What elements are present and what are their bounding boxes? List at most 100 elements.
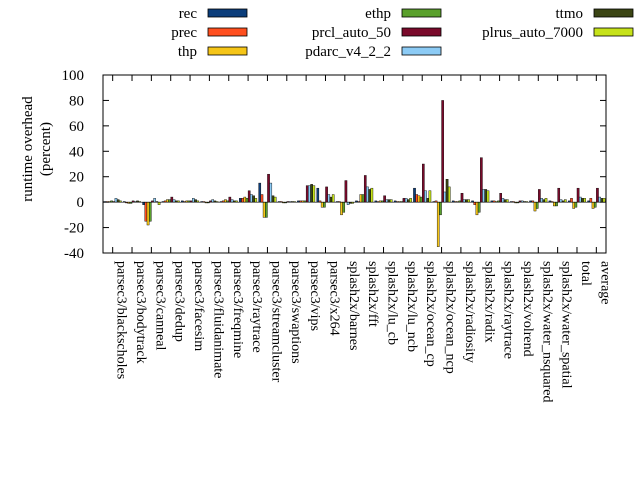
x-tick-label: splash2x/fft <box>365 261 380 327</box>
bar-prcl_auto_50 <box>247 190 251 203</box>
x-tick-label: parsec3/fluidanimate <box>210 261 225 378</box>
bar-pdarc_v4_2_2 <box>501 198 505 203</box>
bar-prec <box>144 201 148 222</box>
bar-ttmo <box>116 199 120 203</box>
bar-thp <box>243 196 247 203</box>
y-tick-label: -40 <box>64 246 84 262</box>
x-tick-label: splash2x/raytrace <box>501 261 516 359</box>
bar-pdarc_v4_2_2 <box>308 185 311 203</box>
bar-ttmo <box>271 195 275 203</box>
bar-prcl_auto_50 <box>383 195 386 203</box>
bar-pdarc_v4_2_2 <box>114 198 118 203</box>
y-axis-label-line: runtime overhead <box>20 96 36 202</box>
y-tick-label: 40 <box>69 144 84 160</box>
bar-pdarc_v4_2_2 <box>462 199 466 203</box>
bar-thp <box>166 199 169 203</box>
bar-pdarc_v4_2_2 <box>269 182 273 203</box>
y-axis-label: runtime overhead (percent) <box>20 96 54 202</box>
plot-area: -40 -20 0 20 40 60 80 100 parsec3/blackscholes pa… <box>62 68 613 403</box>
bar-pdarc_v4_2_2 <box>540 198 543 203</box>
bar-pdarc_v4_2_2 <box>578 196 582 203</box>
bar-thp <box>146 201 150 226</box>
x-tick-label: splash2x/lu_ncb <box>404 261 419 352</box>
legend-label: thp <box>178 44 197 60</box>
legend-swatch-ttmo <box>593 8 634 18</box>
bar-pdarc_v4_2_2 <box>250 194 253 203</box>
bar-pdarc_v4_2_2 <box>327 194 331 203</box>
legend-label: ttmo <box>555 6 583 22</box>
bar-prcl_auto_50 <box>344 180 348 203</box>
bar-ttmo <box>445 179 449 203</box>
bar-ethp <box>535 201 539 209</box>
bar-pdarc_v4_2_2 <box>153 198 156 203</box>
bar-ttmo <box>329 196 333 203</box>
legend-label: pdarc_v4_2_2 <box>305 44 391 60</box>
x-tick-label: parsec3/streamcluster <box>268 261 283 383</box>
x-tick-label: parsec3/freqmine <box>230 261 245 358</box>
bar-thp <box>475 201 479 216</box>
legend-label: prec <box>171 25 197 41</box>
bar-pdarc_v4_2_2 <box>346 201 350 205</box>
bar-plrus_auto_7000 <box>447 186 451 203</box>
bar-ethp <box>477 201 481 213</box>
x-tick-label: average <box>597 261 612 305</box>
y-tick-label: 60 <box>69 119 84 135</box>
x-tick-label: parsec3/bodytrack <box>133 261 148 364</box>
bar-rec <box>316 187 320 203</box>
bar-prcl_auto_50 <box>325 186 328 203</box>
bar-rec <box>413 187 416 203</box>
bar-plrus_auto_7000 <box>486 190 490 203</box>
x-tick-label: total <box>578 261 593 286</box>
bar-prcl_auto_50 <box>538 189 541 203</box>
bar-prcl_auto_50 <box>576 187 580 203</box>
y-axis-label-line: (percent) <box>38 122 54 176</box>
bar-pdarc_v4_2_2 <box>211 199 215 203</box>
bar-rec <box>258 182 262 203</box>
bar-plrus_auto_7000 <box>467 199 470 203</box>
legend-swatch-rec <box>207 8 248 18</box>
legend-label: plrus_auto_7000 <box>482 25 583 41</box>
bar-prcl_auto_50 <box>441 100 444 203</box>
bar-plrus_auto_7000 <box>583 198 586 203</box>
legend-label: ethp <box>365 6 391 22</box>
bar-pdarc_v4_2_2 <box>598 196 601 203</box>
bar-thp <box>572 201 575 209</box>
x-tick-label: splash2x/ocean_ncp <box>443 261 458 374</box>
legend-swatch-prec <box>207 27 248 37</box>
bar-prcl_auto_50 <box>596 187 599 203</box>
bar-prcl_auto_50 <box>267 173 270 203</box>
x-tick-label: splash2x/ocean_cp <box>423 261 438 367</box>
bar-pdarc_v4_2_2 <box>172 199 176 203</box>
bar-pdarc_v4_2_2 <box>559 199 563 203</box>
x-tick-label: splash2x/barnes <box>346 261 361 350</box>
bar-prec <box>415 194 419 203</box>
y-tick-label: 20 <box>69 170 84 186</box>
bar-ethp <box>342 201 346 213</box>
x-tick-label: parsec3/swaptions <box>288 261 303 364</box>
bar-ttmo <box>581 198 584 203</box>
x-tick-label: splash2x/water_nsquared <box>539 261 554 403</box>
x-tick-label: splash2x/radix <box>481 261 496 343</box>
x-tick-label: parsec3/x264 <box>326 261 341 336</box>
bar-thp <box>359 194 363 203</box>
bar-ttmo <box>387 199 391 203</box>
bar-plrus_auto_7000 <box>370 187 374 203</box>
bar-rec <box>239 198 242 203</box>
bar-ethp <box>574 201 578 208</box>
bar-prcl_auto_50 <box>170 196 174 203</box>
bar-ethp <box>419 196 423 203</box>
bar-thp <box>417 195 421 203</box>
bar-thp <box>436 201 440 247</box>
x-tick-label: parsec3/canneal <box>152 261 167 350</box>
bar-ttmo <box>194 199 197 203</box>
y-tick-label: 100 <box>62 68 85 84</box>
x-tick-label: splash2x/volrend <box>520 261 535 357</box>
bar-ttmo <box>310 184 313 203</box>
bar-thp <box>340 201 343 216</box>
bar-ttmo <box>252 195 255 203</box>
x-tick-label: parsec3/raytrace <box>249 261 264 353</box>
bar-prec <box>570 198 573 203</box>
bar-ttmo <box>465 199 468 203</box>
bar-thp <box>224 199 227 203</box>
